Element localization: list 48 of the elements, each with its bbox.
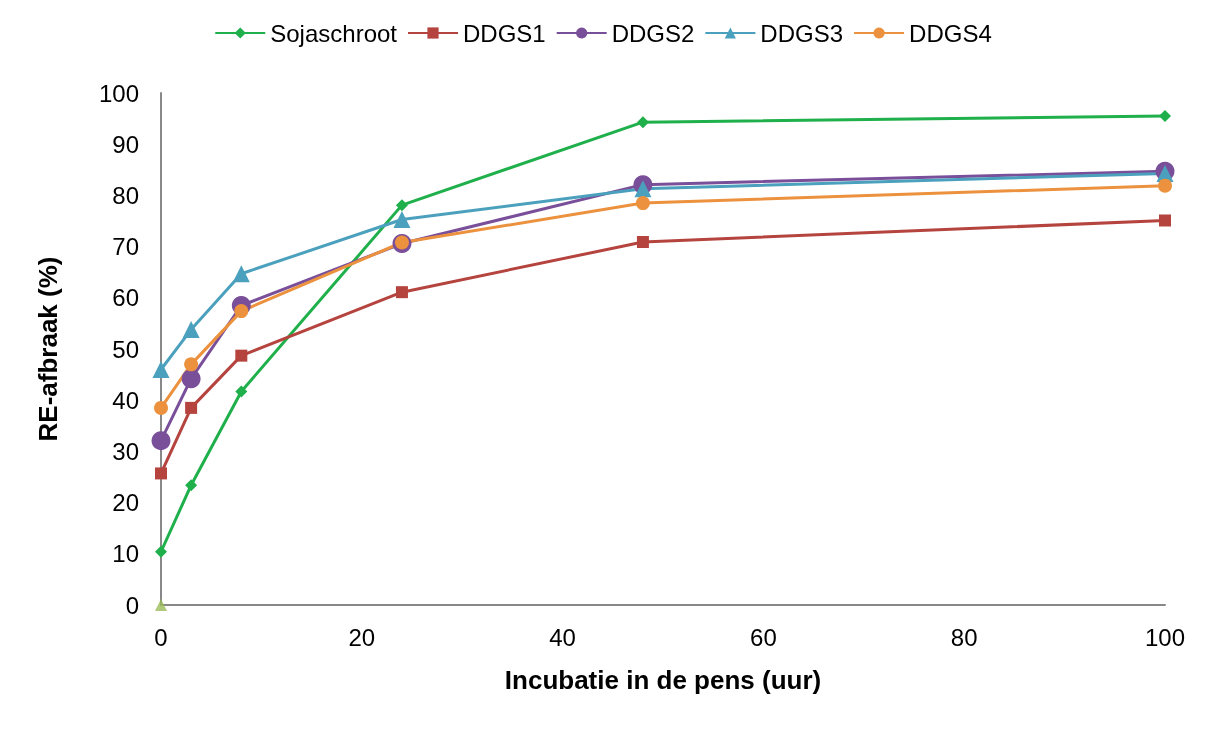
point — [232, 265, 250, 283]
y-tick-label: 70 — [112, 233, 139, 261]
x-axis-title: Incubatie in de pens (uur) — [504, 665, 822, 695]
legend-label: Sojaschroot — [270, 19, 398, 47]
x-tick-label: 100 — [1144, 623, 1186, 651]
point — [235, 349, 248, 362]
x-tick-label: 0 — [154, 623, 168, 651]
x-tick-label: 60 — [750, 623, 777, 651]
point — [635, 196, 650, 211]
legend-label: DDGS3 — [760, 19, 844, 47]
y-tick-label: 40 — [112, 386, 139, 414]
point — [185, 401, 198, 414]
legend-label: DDGS2 — [611, 19, 695, 47]
y-axis-title: RE-afbraak (%) — [33, 256, 63, 442]
point — [155, 599, 167, 611]
y-tick-label: 80 — [112, 181, 139, 209]
point — [634, 180, 652, 198]
point — [636, 116, 649, 129]
y-tick-label: 30 — [112, 437, 139, 465]
point — [1158, 178, 1172, 193]
point — [395, 286, 408, 299]
y-tick-label: 100 — [98, 79, 139, 107]
point — [152, 360, 170, 378]
y-tick-label: 0 — [125, 591, 139, 619]
point — [395, 199, 408, 212]
point — [185, 479, 198, 492]
point — [151, 431, 171, 451]
y-tick-label: 10 — [112, 540, 139, 568]
point — [184, 357, 199, 372]
point — [181, 369, 201, 389]
x-tick-label: 40 — [549, 623, 576, 651]
point — [235, 385, 248, 398]
y-tick-label: 50 — [112, 335, 139, 363]
x-tick-label: 20 — [348, 623, 376, 651]
point — [155, 545, 167, 558]
legend-label: DDGS1 — [462, 19, 546, 47]
point — [636, 235, 649, 248]
x-tick-label: 80 — [950, 623, 978, 651]
y-tick-label: 20 — [112, 489, 139, 517]
point — [393, 210, 411, 228]
point — [155, 467, 167, 480]
point — [182, 321, 200, 339]
legend-label: DDGS4 — [909, 19, 992, 47]
y-tick-label: 60 — [112, 284, 139, 312]
point — [1159, 110, 1171, 123]
point — [1159, 214, 1171, 227]
point — [154, 400, 168, 415]
y-tick-label: 90 — [112, 130, 139, 158]
